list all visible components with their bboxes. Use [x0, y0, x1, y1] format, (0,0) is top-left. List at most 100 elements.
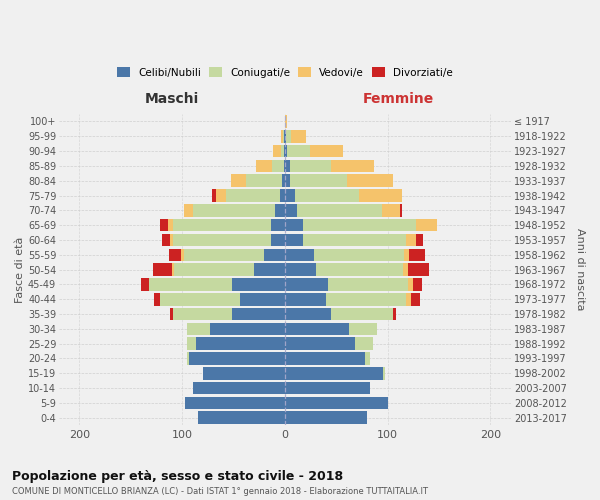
Bar	[230, 174, 246, 187]
Bar	[212, 190, 216, 202]
Bar	[365, 352, 370, 365]
Bar	[290, 174, 347, 187]
Bar	[285, 352, 365, 365]
Bar	[285, 174, 290, 187]
Bar	[316, 264, 403, 276]
Bar	[285, 219, 304, 232]
Bar	[285, 145, 287, 158]
Bar	[172, 264, 174, 276]
Bar	[173, 308, 232, 320]
Bar	[282, 174, 285, 187]
Bar	[304, 219, 416, 232]
Bar	[232, 278, 285, 290]
Bar	[185, 396, 285, 409]
Bar	[184, 204, 193, 216]
Bar	[181, 248, 184, 261]
Bar	[283, 130, 284, 142]
Bar	[413, 278, 422, 290]
Bar	[196, 338, 285, 350]
Bar	[197, 412, 285, 424]
Bar	[285, 278, 328, 290]
Bar	[409, 248, 425, 261]
Bar	[285, 130, 286, 142]
Bar	[285, 234, 304, 246]
Bar	[187, 352, 190, 365]
Bar	[187, 338, 196, 350]
Text: Popolazione per età, sesso e stato civile - 2018: Popolazione per età, sesso e stato civil…	[12, 470, 343, 483]
Bar	[275, 204, 285, 216]
Bar	[285, 293, 326, 306]
Bar	[408, 264, 429, 276]
Bar	[285, 248, 314, 261]
Bar	[284, 145, 285, 158]
Bar	[271, 234, 285, 246]
Bar	[168, 219, 173, 232]
Bar	[271, 219, 285, 232]
Bar	[287, 145, 310, 158]
Bar	[290, 160, 331, 172]
Bar	[203, 367, 285, 380]
Bar	[285, 204, 298, 216]
Bar	[193, 204, 275, 216]
Bar	[272, 145, 281, 158]
Bar	[347, 174, 393, 187]
Text: COMUNE DI MONTICELLO BRIANZA (LC) - Dati ISTAT 1° gennaio 2018 - Elaborazione TU: COMUNE DI MONTICELLO BRIANZA (LC) - Dati…	[12, 488, 428, 496]
Bar	[328, 278, 408, 290]
Bar	[281, 130, 283, 142]
Bar	[355, 338, 373, 350]
Bar	[404, 248, 409, 261]
Bar	[154, 293, 160, 306]
Bar	[285, 367, 383, 380]
Bar	[193, 382, 285, 394]
Bar	[285, 264, 316, 276]
Bar	[169, 248, 181, 261]
Bar	[161, 234, 170, 246]
Legend: Celibi/Nubili, Coniugati/e, Vedovi/e, Divorziati/e: Celibi/Nubili, Coniugati/e, Vedovi/e, Di…	[113, 64, 457, 82]
Bar	[173, 234, 271, 246]
Bar	[160, 293, 240, 306]
Bar	[173, 219, 271, 232]
Bar	[406, 293, 412, 306]
Bar	[187, 322, 210, 335]
Bar	[383, 367, 385, 380]
Bar	[285, 322, 349, 335]
Bar	[265, 248, 285, 261]
Bar	[403, 264, 408, 276]
Bar	[416, 234, 422, 246]
Bar	[246, 174, 282, 187]
Bar	[393, 308, 396, 320]
Text: Maschi: Maschi	[145, 92, 199, 106]
Bar	[160, 219, 168, 232]
Bar	[310, 145, 343, 158]
Text: Femmine: Femmine	[362, 92, 434, 106]
Bar	[256, 160, 272, 172]
Bar	[272, 160, 284, 172]
Bar	[254, 264, 285, 276]
Bar	[210, 322, 285, 335]
Bar	[285, 190, 295, 202]
Bar	[284, 160, 285, 172]
Bar	[406, 234, 416, 246]
Bar	[170, 234, 173, 246]
Bar	[298, 204, 382, 216]
Bar	[326, 293, 406, 306]
Bar	[416, 219, 437, 232]
Bar	[240, 293, 285, 306]
Bar	[331, 308, 393, 320]
Bar	[359, 190, 402, 202]
Y-axis label: Fasce di età: Fasce di età	[15, 236, 25, 303]
Bar	[281, 145, 284, 158]
Bar	[154, 264, 172, 276]
Bar	[216, 190, 226, 202]
Bar	[285, 338, 355, 350]
Bar	[284, 130, 285, 142]
Bar	[141, 278, 149, 290]
Bar	[400, 204, 402, 216]
Bar	[280, 190, 285, 202]
Bar	[149, 278, 232, 290]
Bar	[286, 130, 291, 142]
Bar	[285, 396, 388, 409]
Bar	[285, 160, 290, 172]
Bar	[174, 264, 254, 276]
Bar	[285, 115, 287, 128]
